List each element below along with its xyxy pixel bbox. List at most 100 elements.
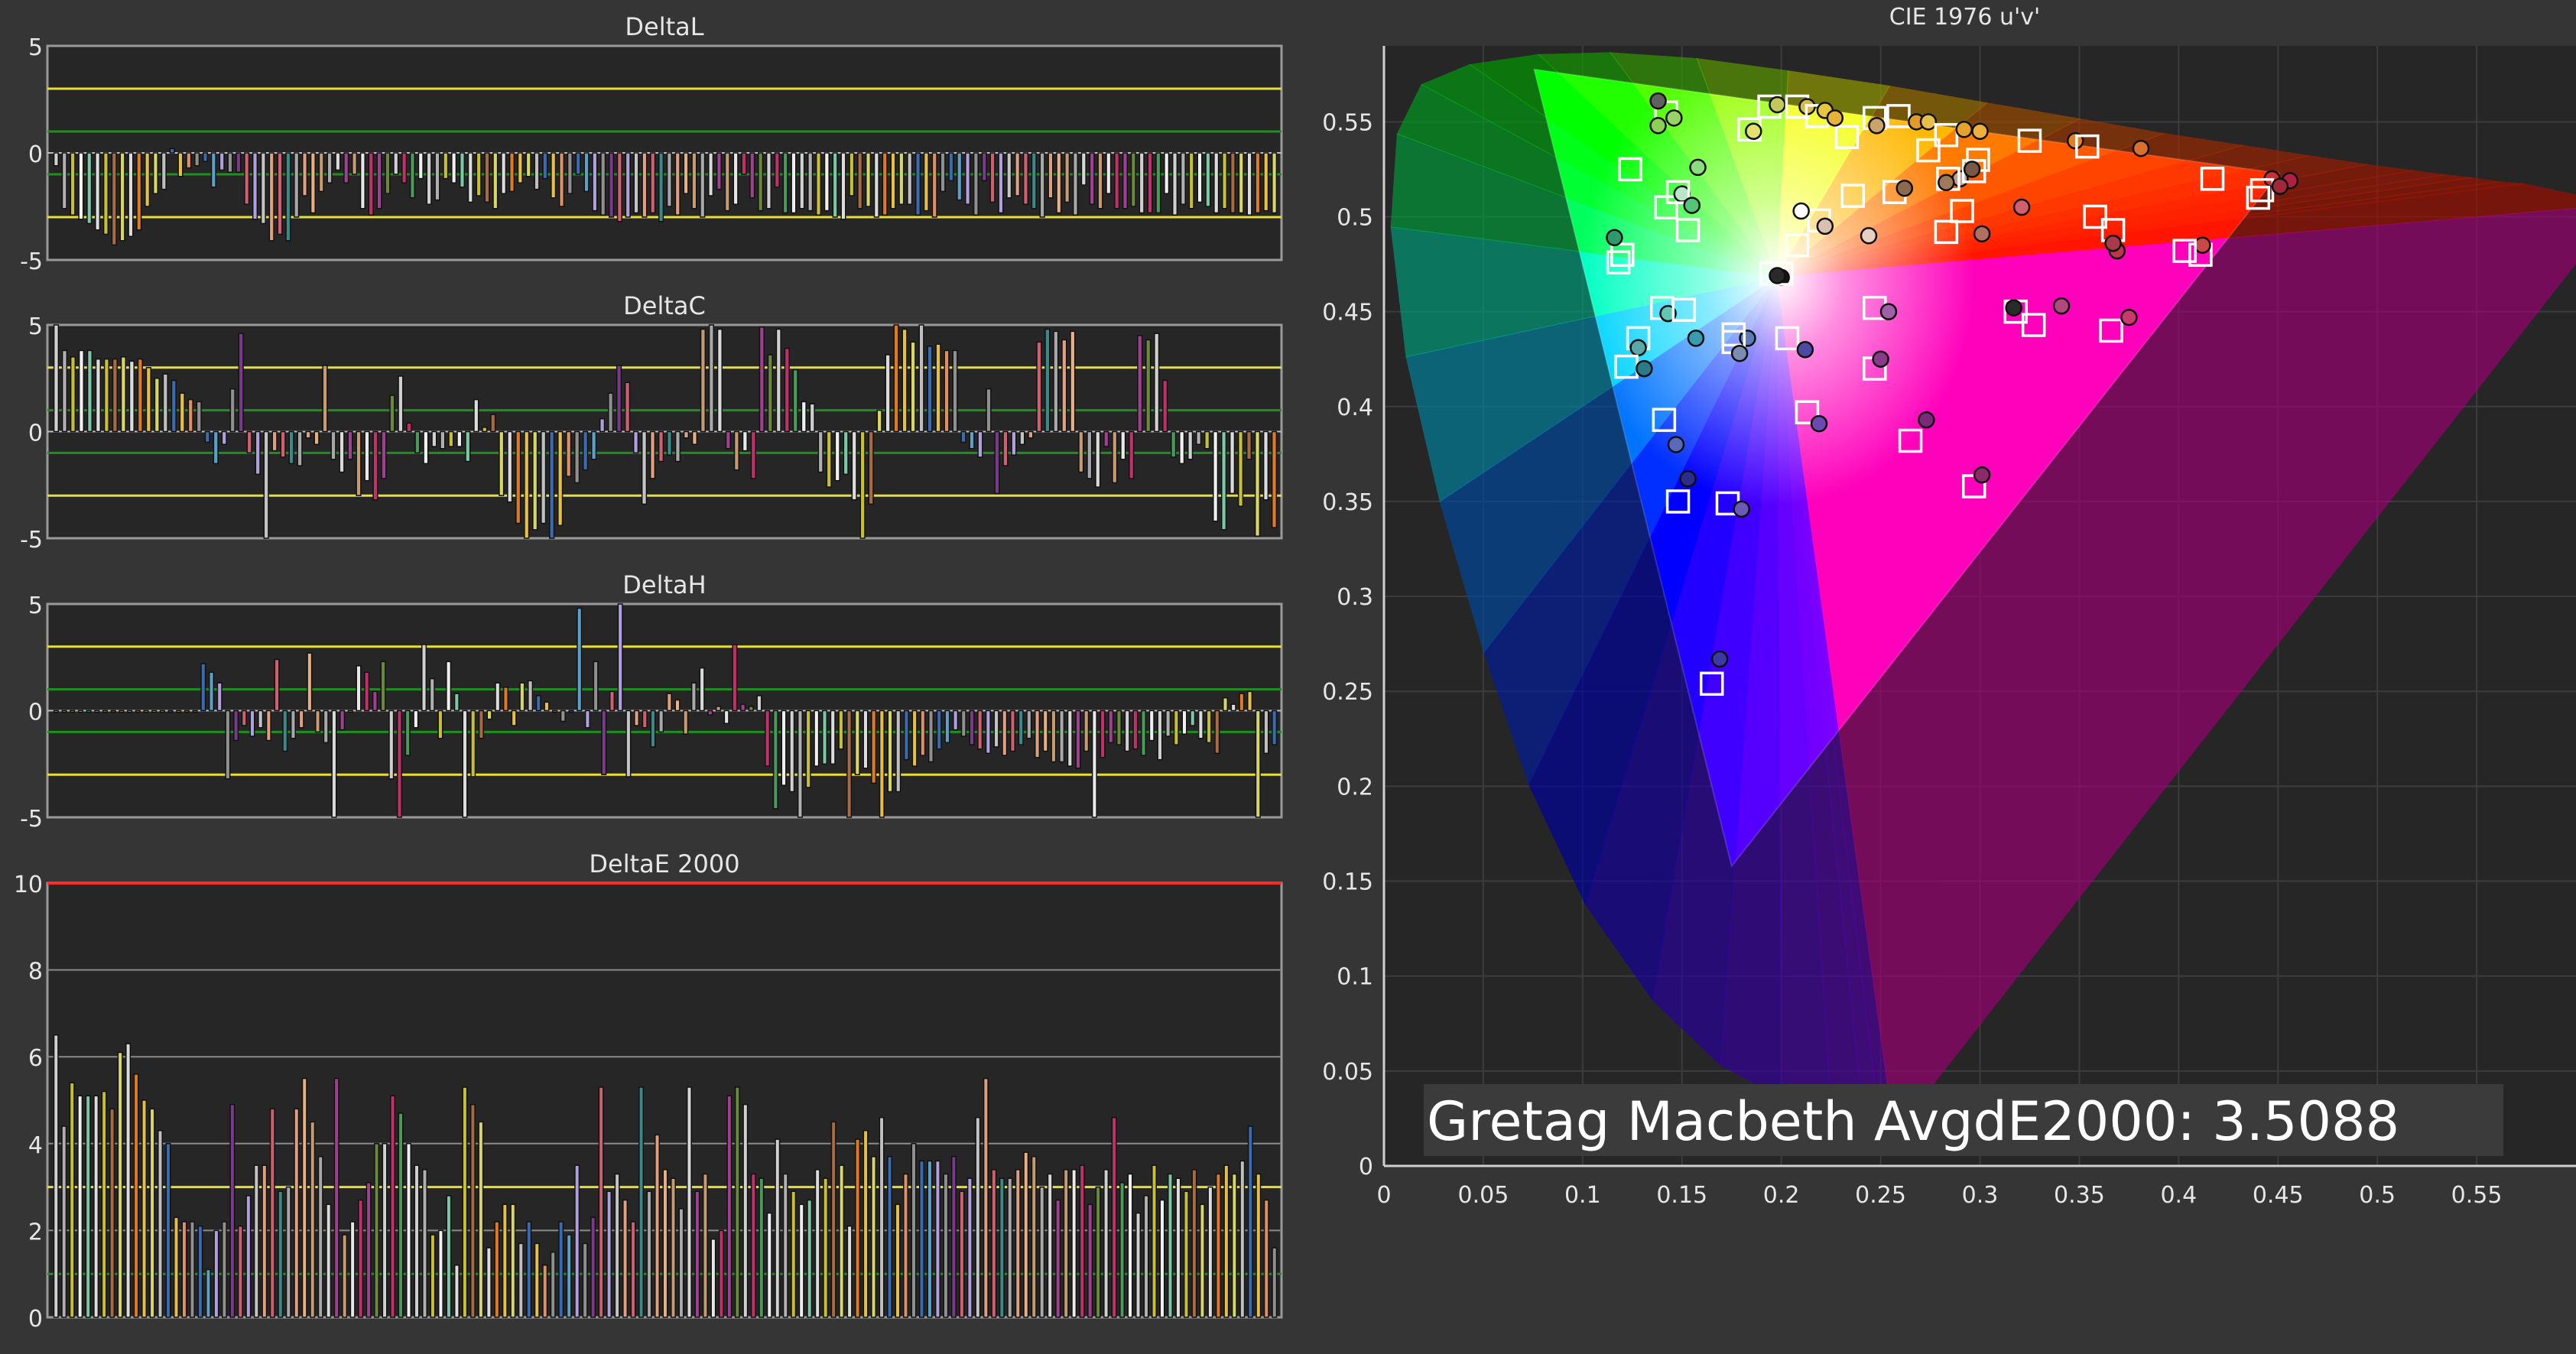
bar: [229, 1103, 236, 1318]
bar: [165, 1143, 171, 1318]
bar: [969, 709, 975, 745]
y-tick-label: 0.2: [1337, 774, 1373, 800]
y-tick-label: 0.25: [1322, 679, 1373, 706]
bar: [331, 709, 337, 818]
bar: [482, 427, 488, 433]
bar: [376, 152, 382, 209]
bar: [133, 1073, 139, 1318]
bar: [294, 152, 300, 218]
bar: [1254, 430, 1261, 537]
bar: [590, 1216, 596, 1318]
bar: [237, 1225, 243, 1318]
bar: [1263, 152, 1269, 212]
y-tick-label: 0.4: [1337, 395, 1373, 421]
bar: [501, 152, 507, 194]
bar: [515, 430, 521, 524]
bar: [583, 430, 589, 471]
bar: [404, 709, 411, 756]
bar: [169, 148, 175, 154]
bar: [352, 152, 358, 175]
bar: [385, 152, 391, 194]
bar: [1159, 1199, 1165, 1318]
bar: [658, 430, 664, 463]
measured-point: [1739, 330, 1756, 347]
bar: [1152, 1164, 1157, 1318]
bar: [577, 607, 583, 712]
bar: [638, 1086, 645, 1318]
bar: [318, 152, 324, 193]
bar: [227, 152, 233, 173]
bar: [683, 430, 690, 439]
bar: [767, 354, 773, 433]
bar: [772, 709, 778, 810]
y-tick-label: 0.5: [1337, 204, 1373, 231]
bar: [977, 709, 983, 750]
bar: [310, 152, 316, 214]
y-tick-label: 0.15: [1322, 869, 1373, 896]
bar: [542, 152, 548, 180]
bar: [843, 430, 849, 476]
measured-point: [2005, 299, 2022, 317]
bar: [809, 403, 815, 433]
bar: [358, 1199, 364, 1318]
bar: [431, 430, 437, 447]
bar: [981, 152, 987, 182]
target-square: [1665, 180, 1691, 204]
bar: [196, 401, 202, 433]
bar: [544, 701, 550, 712]
bar: [290, 709, 296, 739]
bar: [484, 152, 490, 203]
y-tick-label: 0.35: [1322, 489, 1373, 516]
target-square: [1610, 242, 1635, 267]
bar: [446, 661, 452, 712]
bar: [725, 430, 732, 450]
bar: [1075, 709, 1081, 769]
bar: [517, 152, 523, 183]
y-tick-label: 0: [28, 1306, 43, 1333]
bar: [1055, 1199, 1061, 1318]
bar: [750, 1173, 756, 1318]
bar: [161, 152, 167, 190]
bar: [326, 1203, 332, 1318]
bar: [617, 603, 623, 712]
bar: [608, 152, 615, 218]
bar: [940, 152, 946, 193]
bar: [469, 1103, 476, 1318]
bar: [1143, 1195, 1149, 1318]
bar: [558, 152, 565, 207]
x-tick-label: 0.55: [2451, 1182, 2503, 1209]
bar: [1155, 152, 1161, 214]
bar: [1053, 330, 1059, 433]
y-tick-label: -5: [20, 248, 43, 275]
y-tick-label: 5: [28, 313, 43, 340]
bar: [944, 349, 950, 433]
bar: [297, 430, 303, 466]
target-square: [1665, 489, 1691, 514]
bar: [86, 152, 93, 225]
bar: [456, 430, 463, 447]
bar: [993, 709, 999, 748]
bar: [616, 365, 622, 433]
bar: [607, 392, 614, 433]
bar: [927, 1160, 933, 1318]
bar: [807, 152, 814, 212]
bar: [708, 152, 714, 196]
bar: [313, 430, 320, 445]
bar: [1011, 430, 1017, 456]
bar: [1044, 328, 1051, 433]
bar: [414, 1164, 420, 1318]
bar: [622, 1199, 629, 1318]
measured-point: [1710, 650, 1729, 668]
bar: [817, 430, 823, 473]
bar: [269, 1108, 275, 1318]
bar: [724, 152, 730, 212]
bar: [633, 152, 639, 214]
bar: [398, 1112, 404, 1318]
bar: [1272, 152, 1278, 214]
bar: [574, 1164, 580, 1318]
bar: [774, 152, 780, 188]
bar: [1214, 709, 1220, 755]
bar: [307, 652, 313, 712]
bar: [252, 152, 258, 220]
bar: [78, 152, 84, 220]
